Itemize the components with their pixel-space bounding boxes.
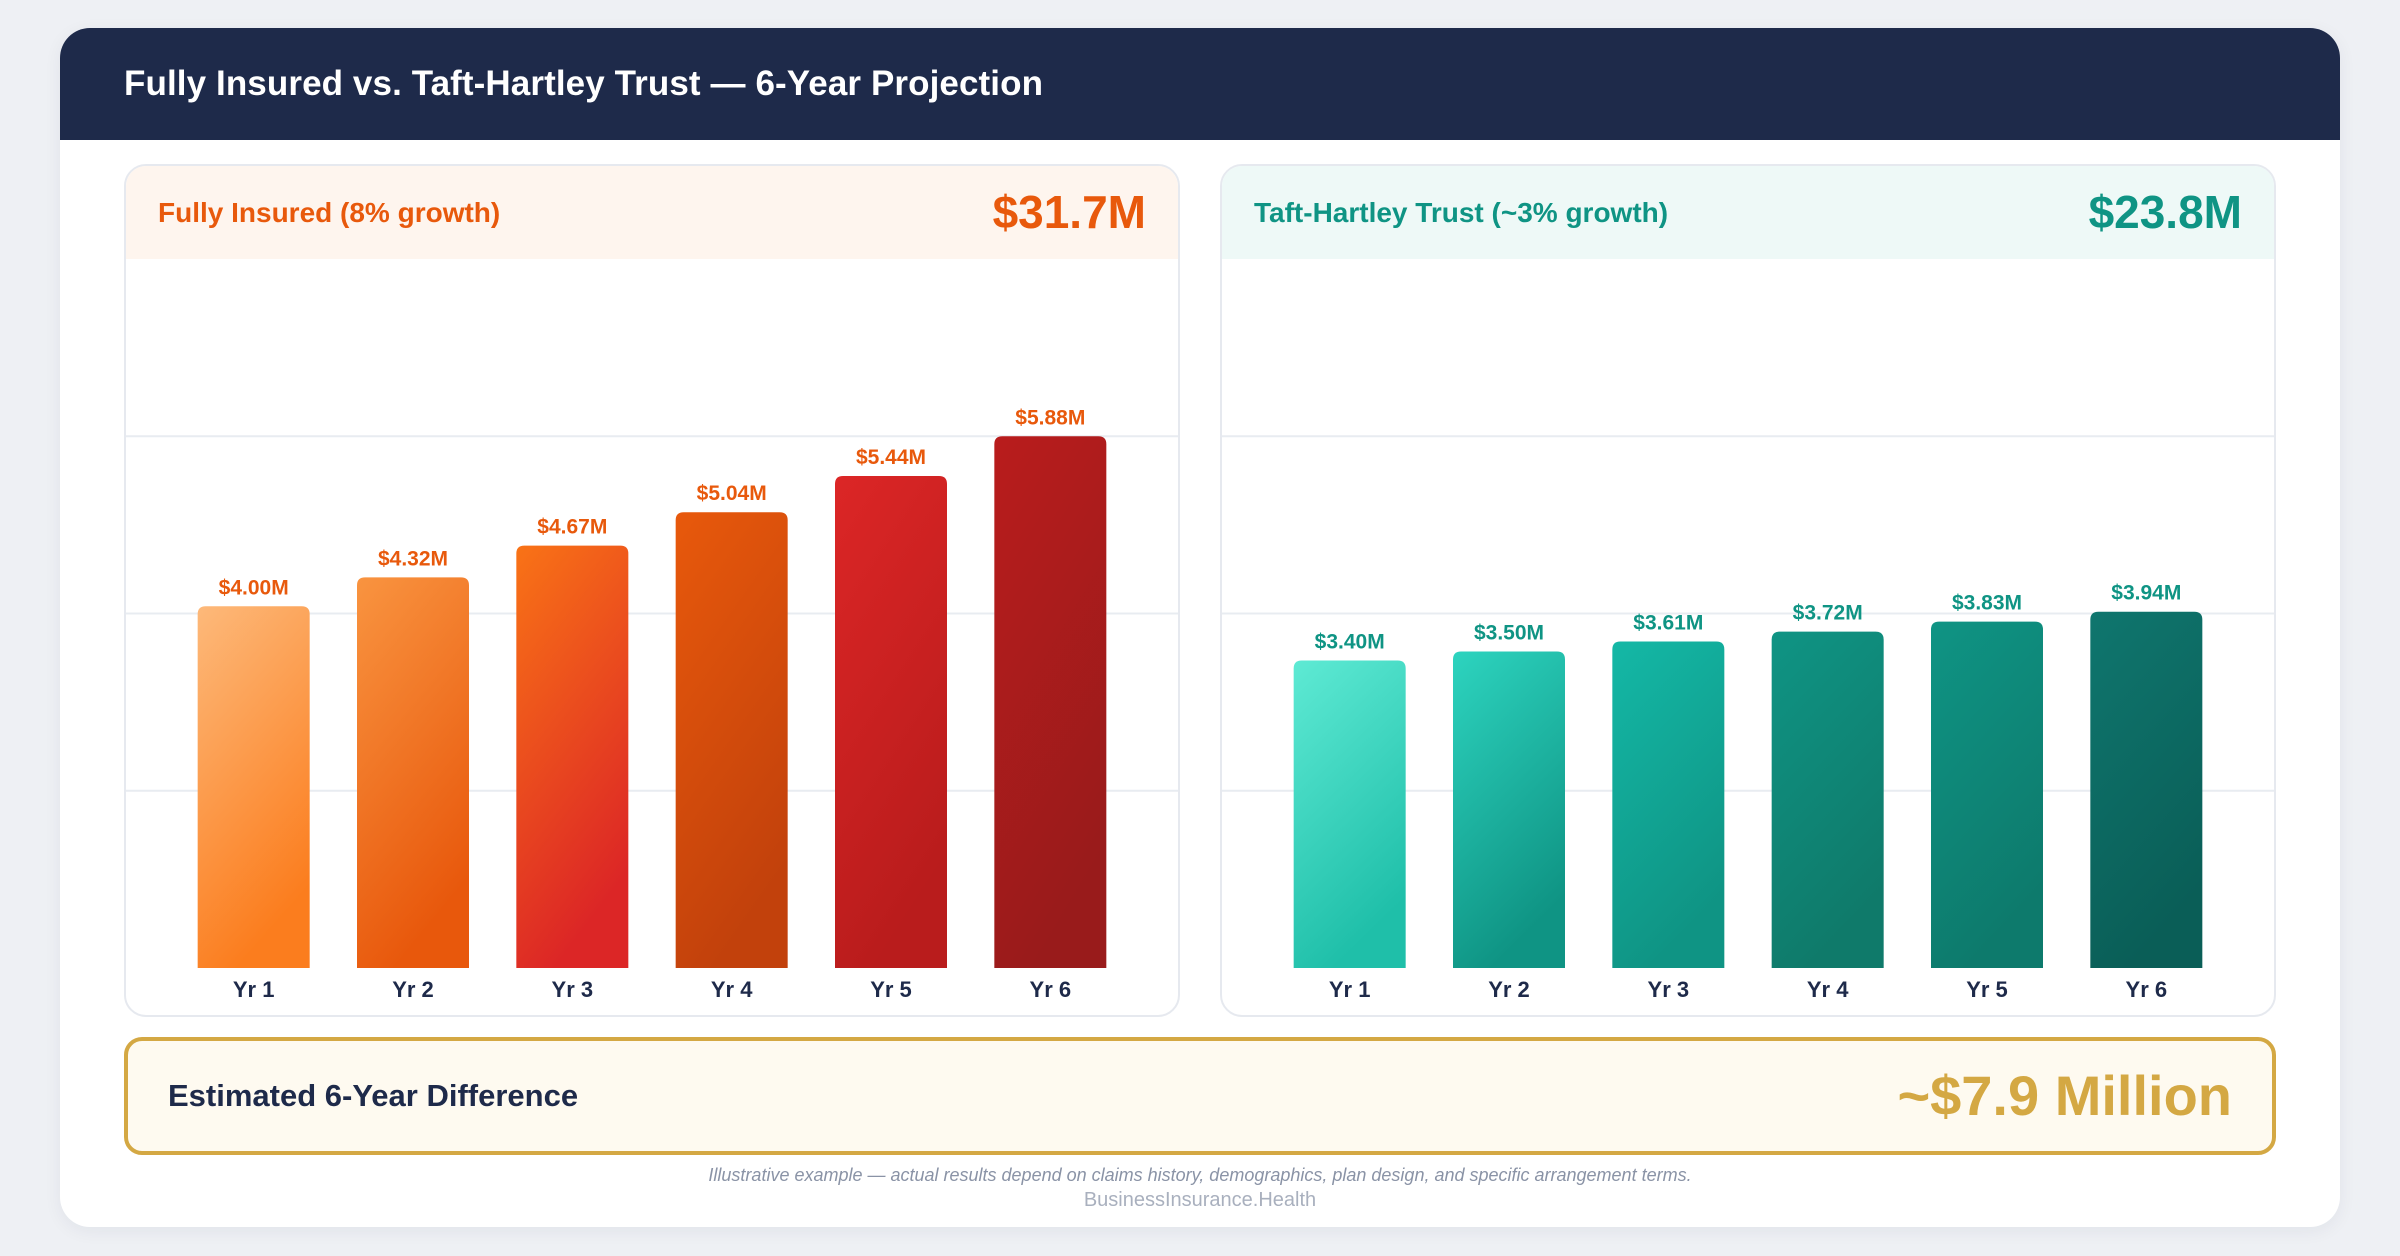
bar [357, 577, 469, 968]
bar-value-label: $5.88M [1015, 406, 1085, 429]
bar [1931, 621, 2043, 968]
page-title: Fully Insured vs. Taft-Hartley Trust — 6… [124, 64, 1044, 103]
bar-value-label: $3.94M [2111, 582, 2181, 605]
x-tick-label: Yr 4 [1807, 977, 1849, 1002]
difference-summary: Estimated 6-Year Difference ~$7.9 Millio… [124, 1037, 2276, 1155]
x-tick-label: Yr 2 [1488, 977, 1530, 1002]
bar-value-label: $3.40M [1315, 631, 1385, 654]
bar [835, 476, 947, 968]
panel-title: Fully Insured (8% growth) [158, 197, 501, 228]
bar-value-label: $3.83M [1952, 592, 2022, 615]
fully-insured-panel: Fully Insured (8% growth) $31.7M $4.00M Y… [124, 164, 1180, 1017]
taft-hartley-panel: Taft-Hartley Trust (~3% growth) $23.8M $… [1220, 164, 2276, 1017]
bar-value-label: $3.72M [1793, 602, 1863, 625]
bar-value-label: $4.67M [537, 516, 607, 539]
header-bar: Fully Insured vs. Taft-Hartley Trust — 6… [60, 28, 2340, 140]
bar [994, 436, 1107, 968]
bar-value-label: $3.50M [1474, 621, 1544, 644]
difference-label: Estimated 6-Year Difference [168, 1078, 579, 1113]
x-tick-label: Yr 6 [2126, 977, 2168, 1002]
panel-header: Fully Insured (8% growth) $31.7M [126, 166, 1178, 259]
x-tick-label: Yr 5 [870, 977, 912, 1002]
x-tick-label: Yr 6 [1030, 977, 1072, 1002]
x-tick-label: Yr 2 [392, 977, 434, 1002]
bar-value-label: $4.32M [378, 547, 448, 570]
brand-label: BusinessInsurance.Health [1083, 1189, 1317, 1211]
x-tick-label: Yr 1 [233, 977, 275, 1002]
bar [1771, 631, 1884, 968]
projection-card: Fully Insured vs. Taft-Hartley Trust — 6… [60, 28, 2340, 1227]
bar [1453, 651, 1565, 968]
bar-value-label: $4.00M [219, 576, 289, 599]
panel-total: $31.7M [992, 186, 1146, 238]
x-tick-label: Yr 3 [552, 977, 594, 1002]
x-tick-label: Yr 4 [711, 977, 753, 1002]
difference-value: ~$7.9 Million [1897, 1064, 2232, 1127]
fully-insured-chart: $4.00M Yr 1 $4.32M Yr 2 $4.67M Yr 3 $5.04M Yr 4… [126, 406, 1178, 1002]
panel-total: $23.8M [2088, 186, 2242, 238]
bar [197, 606, 310, 968]
bar [1293, 660, 1406, 968]
x-tick-label: Yr 3 [1648, 977, 1690, 1002]
disclaimer-footnote: Illustrative example — actual results de… [708, 1165, 1692, 1185]
bar [1612, 641, 1725, 968]
bar-value-label: $3.61M [1633, 612, 1703, 635]
x-tick-label: Yr 5 [1966, 977, 2008, 1002]
bar [2090, 611, 2203, 968]
taft-hartley-chart: $3.40M Yr 1 $3.50M Yr 2 $3.61M Yr 3 $3.72M Yr 4… [1222, 435, 2274, 1002]
panel-title: Taft-Hartley Trust (~3% growth) [1254, 197, 1669, 228]
bar [675, 512, 788, 968]
bar [516, 545, 629, 968]
bar-value-label: $5.04M [697, 482, 767, 505]
x-tick-label: Yr 1 [1329, 977, 1371, 1002]
bar-value-label: $5.44M [856, 446, 926, 469]
panel-header: Taft-Hartley Trust (~3% growth) $23.8M [1222, 166, 2274, 259]
